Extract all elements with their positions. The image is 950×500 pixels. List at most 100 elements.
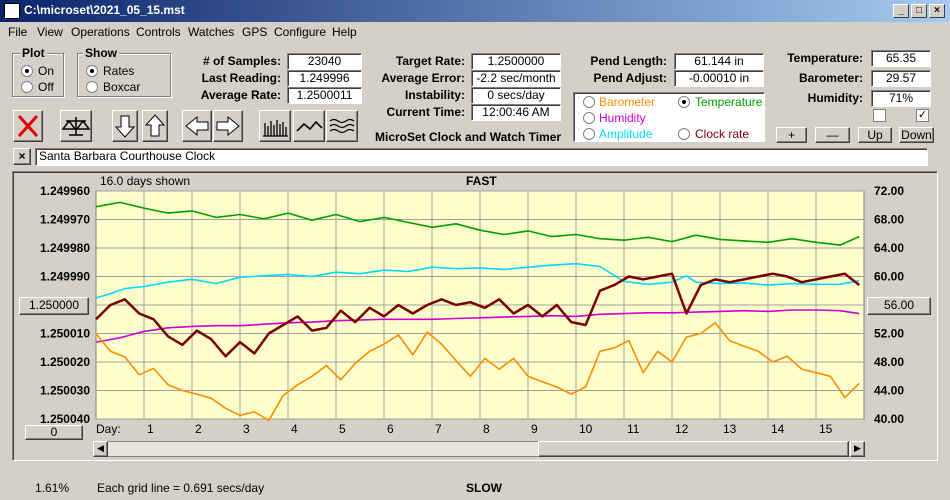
y-left-tick-label: 1.250030 [40,384,90,398]
plot-off-label: Off [38,80,54,94]
watch-name-field[interactable]: Santa Barbara Courthouse Clock [35,148,928,166]
waves-icon [329,118,355,134]
show-group [77,53,171,97]
status-bar: 1.61% Each grid line = 0.691 secs/day SL… [0,481,950,500]
instability-label: Instability: [404,88,465,102]
series-line-barometer [95,322,860,422]
barometer-value: 29.57 [871,70,931,87]
stop-button[interactable] [13,110,43,142]
target-rate-label: Target Rate: [395,54,465,68]
minimize-button[interactable]: _ [893,4,909,18]
pend-adjust-label: Pend Adjust: [593,71,667,85]
x-tick-label: 15 [819,422,833,436]
y-right-tick-label: 64.00 [874,241,904,255]
close-icon: × [18,149,26,163]
close-button[interactable]: × [929,4,945,18]
pend-length-value[interactable]: 61.144 in [674,53,764,70]
temperature-radio[interactable] [678,96,690,108]
title-bar: C:\microset\2021_05_15.mst _ □ × [0,0,950,22]
average-error-label: Average Error: [381,71,465,85]
series-line-clock-rate [95,272,860,358]
right-arrow-button[interactable] [213,110,243,142]
red-x-icon [17,114,39,138]
arrow-right-icon [216,115,240,137]
line-view-button[interactable] [293,110,325,142]
option-checkbox-1[interactable] [873,109,886,122]
average-rate-value: 1.2500011 [287,87,362,104]
x-tick-label: 6 [387,422,394,436]
option-checkbox-2[interactable]: ✓ [916,109,929,122]
days-shown-label: 16.0 days shown [100,174,190,188]
center-scale-button[interactable]: 56.00 [867,297,931,315]
temperature-value: 65.35 [871,50,931,67]
series-line-temperature [95,201,860,246]
show-group-label: Show [83,46,119,60]
x-tick-label: 3 [243,422,250,436]
status-percent: 1.61% [35,481,70,495]
maximize-button[interactable]: □ [911,4,927,18]
y-right-tick-label: 44.00 [874,384,904,398]
show-boxcar-label: Boxcar [103,80,141,94]
y-left-tick-label: 1.250010 [40,327,90,341]
amplitude-radio-label: Amplitude [599,127,653,141]
menu-view[interactable]: View [37,25,63,39]
last-reading-label: Last Reading: [201,71,281,85]
app-icon [4,3,20,19]
menu-gps[interactable]: GPS [242,25,268,39]
scroll-left-button[interactable]: ◀ [93,441,108,457]
menu-controls[interactable]: Controls [136,25,181,39]
current-time-value: 12:00:46 AM [471,104,561,121]
scrollbar-thumb[interactable] [538,441,849,457]
y-right-tick-label: 48.00 [874,355,904,369]
humidity-radio[interactable] [583,112,595,124]
x-tick-label: 12 [675,422,689,436]
amplitude-radio[interactable] [583,128,595,140]
minus-button[interactable]: — [815,127,850,143]
menu-file[interactable]: File [8,25,28,39]
temperature-radio-label: Temperature [695,95,763,109]
average-rate-label: Average Rate: [200,88,281,102]
x-tick-label: 7 [435,422,442,436]
left-arrow-button[interactable] [182,110,212,142]
y-left-tick-label: 1.249980 [40,241,90,255]
menu-watches[interactable]: Watches [188,25,235,39]
clock-rate-radio[interactable] [678,128,690,140]
balance-button[interactable] [60,110,92,142]
y-left-tick-label: 1.249960 [40,184,90,198]
y-right-tick-label: 52.00 [874,327,904,341]
temperature-label: Temperature: [787,51,863,65]
bars-icon [263,120,288,137]
show-rates-radio[interactable] [86,65,98,77]
up-arrow-button[interactable] [142,110,168,142]
clear-watch-button[interactable]: × [13,148,31,165]
humidity-value: 71% [871,90,931,107]
bar-view-button[interactable] [259,110,291,142]
x-tick-label: 10 [579,422,593,436]
clock-rate-radio-label: Clock rate [695,127,750,141]
scroll-right-button[interactable]: ▶ [850,441,865,457]
grid-note: Each grid line = 0.691 secs/day [97,481,265,495]
x-tick-label: 8 [483,422,490,436]
rate-chart: 1.249960 1.249970 1.249980 1.249990 1.250010… [40,174,904,436]
slow-label: SLOW [466,481,502,495]
plot-off-radio[interactable] [21,81,33,93]
wave-view-button[interactable] [326,110,358,142]
menu-operations[interactable]: Operations [71,25,130,39]
barometer-radio[interactable] [583,96,595,108]
offset-button[interactable]: 0 [25,425,83,440]
plot-on-label: On [38,64,55,78]
menu-configure[interactable]: Configure [274,25,327,39]
target-rate-input[interactable]: 1.2500000 [471,53,561,70]
x-tick-label: 9 [531,422,538,436]
menu-help[interactable]: Help [332,25,357,39]
series-line-humidity [95,309,860,343]
down-arrow-button[interactable] [112,110,138,142]
down-button[interactable]: Down [899,127,934,143]
plot-on-radio[interactable] [21,65,33,77]
x-tick-label: 4 [291,422,298,436]
up-button[interactable]: Up [858,127,892,143]
show-boxcar-radio[interactable] [86,81,98,93]
plus-button[interactable]: + [776,127,807,143]
barometer-label: Barometer: [798,71,863,85]
center-rate-button[interactable]: 1.250000 [19,297,89,315]
